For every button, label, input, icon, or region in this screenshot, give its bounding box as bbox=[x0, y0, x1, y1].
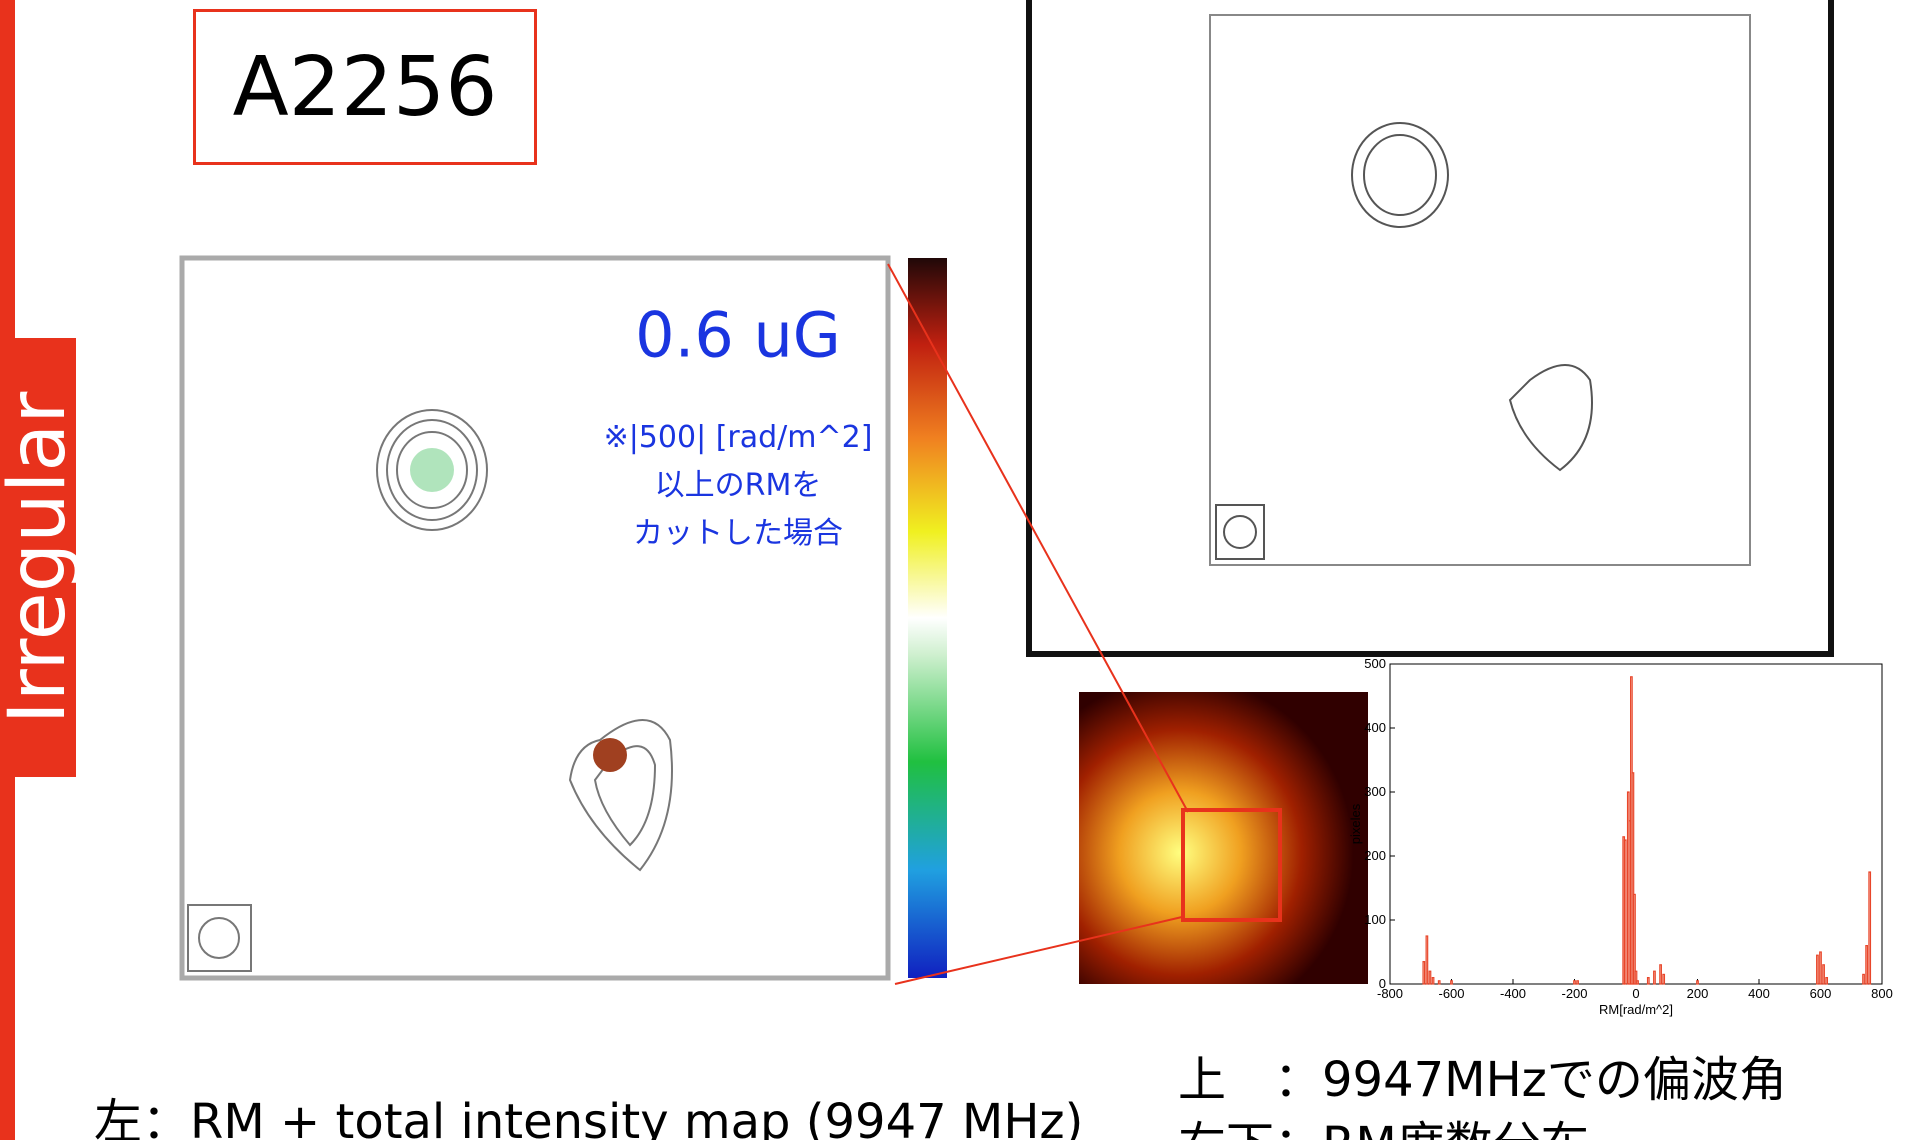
y-tick-label: 300 bbox=[1364, 784, 1386, 799]
bar bbox=[1423, 962, 1425, 984]
x-tick-label: 0 bbox=[1632, 986, 1639, 1001]
bar bbox=[1660, 965, 1662, 984]
bar bbox=[1624, 840, 1626, 984]
bar bbox=[1574, 981, 1576, 984]
bar bbox=[1697, 981, 1699, 984]
bar bbox=[1451, 981, 1453, 984]
bar bbox=[1869, 872, 1871, 984]
bar bbox=[1429, 971, 1431, 984]
x-tick-label: 600 bbox=[1810, 986, 1832, 1001]
bar bbox=[1648, 978, 1650, 984]
x-tick-label: -400 bbox=[1500, 986, 1526, 1001]
slide: Irregular A2256 bbox=[0, 0, 1907, 1140]
y-tick-label: 100 bbox=[1364, 912, 1386, 927]
bar bbox=[1577, 981, 1579, 984]
field-strength: 0.6 uG bbox=[635, 299, 841, 372]
xray-image bbox=[1079, 692, 1368, 984]
bar bbox=[1637, 981, 1639, 984]
bar bbox=[1438, 981, 1440, 984]
x-tick-label: 400 bbox=[1748, 986, 1770, 1001]
y-axis-label: pixeles bbox=[1348, 803, 1363, 844]
caption: 左：RM + total intensity map (9947 MHz) bbox=[94, 1082, 1083, 1140]
bar bbox=[1826, 978, 1828, 984]
y-tick-label: 200 bbox=[1364, 848, 1386, 863]
bar bbox=[1426, 936, 1428, 984]
bar bbox=[1634, 894, 1636, 984]
note-line: ※|500| [rad/m^2] bbox=[604, 414, 873, 462]
bar bbox=[1654, 971, 1656, 984]
rm-blob bbox=[410, 448, 454, 492]
note-line: カットした場合 bbox=[604, 510, 873, 558]
x-tick-label: -200 bbox=[1561, 986, 1587, 1001]
colorbar bbox=[908, 258, 947, 978]
caption: 右下：RM度数分布 bbox=[1178, 1105, 1589, 1140]
bar bbox=[1817, 955, 1819, 984]
caption: 上 ：9947MHzでの偏波角 bbox=[1178, 1040, 1787, 1110]
note-line: 以上のRMを bbox=[604, 462, 873, 510]
rm-blob bbox=[593, 738, 627, 772]
note: ※|500| [rad/m^2] 以上のRMを カットした場合 bbox=[604, 414, 873, 558]
y-tick-label: 400 bbox=[1364, 720, 1386, 735]
x-tick-label: 200 bbox=[1687, 986, 1709, 1001]
bar bbox=[1663, 974, 1665, 984]
bar bbox=[1866, 946, 1868, 984]
bar bbox=[1820, 952, 1822, 984]
y-tick-label: 0 bbox=[1379, 976, 1386, 991]
x-tick-label: -600 bbox=[1438, 986, 1464, 1001]
bar bbox=[1863, 974, 1865, 984]
bar bbox=[1823, 965, 1825, 984]
plot-frame bbox=[1390, 664, 1882, 984]
y-tick-label: 500 bbox=[1364, 656, 1386, 671]
polarization-map bbox=[1029, 0, 1831, 654]
x-axis-label: RM[rad/m^2] bbox=[1599, 1002, 1673, 1017]
x-tick-label: 800 bbox=[1871, 986, 1893, 1001]
figures: -800-600-400-200020040060080001002003004… bbox=[0, 0, 1907, 1140]
bar bbox=[1432, 978, 1434, 984]
